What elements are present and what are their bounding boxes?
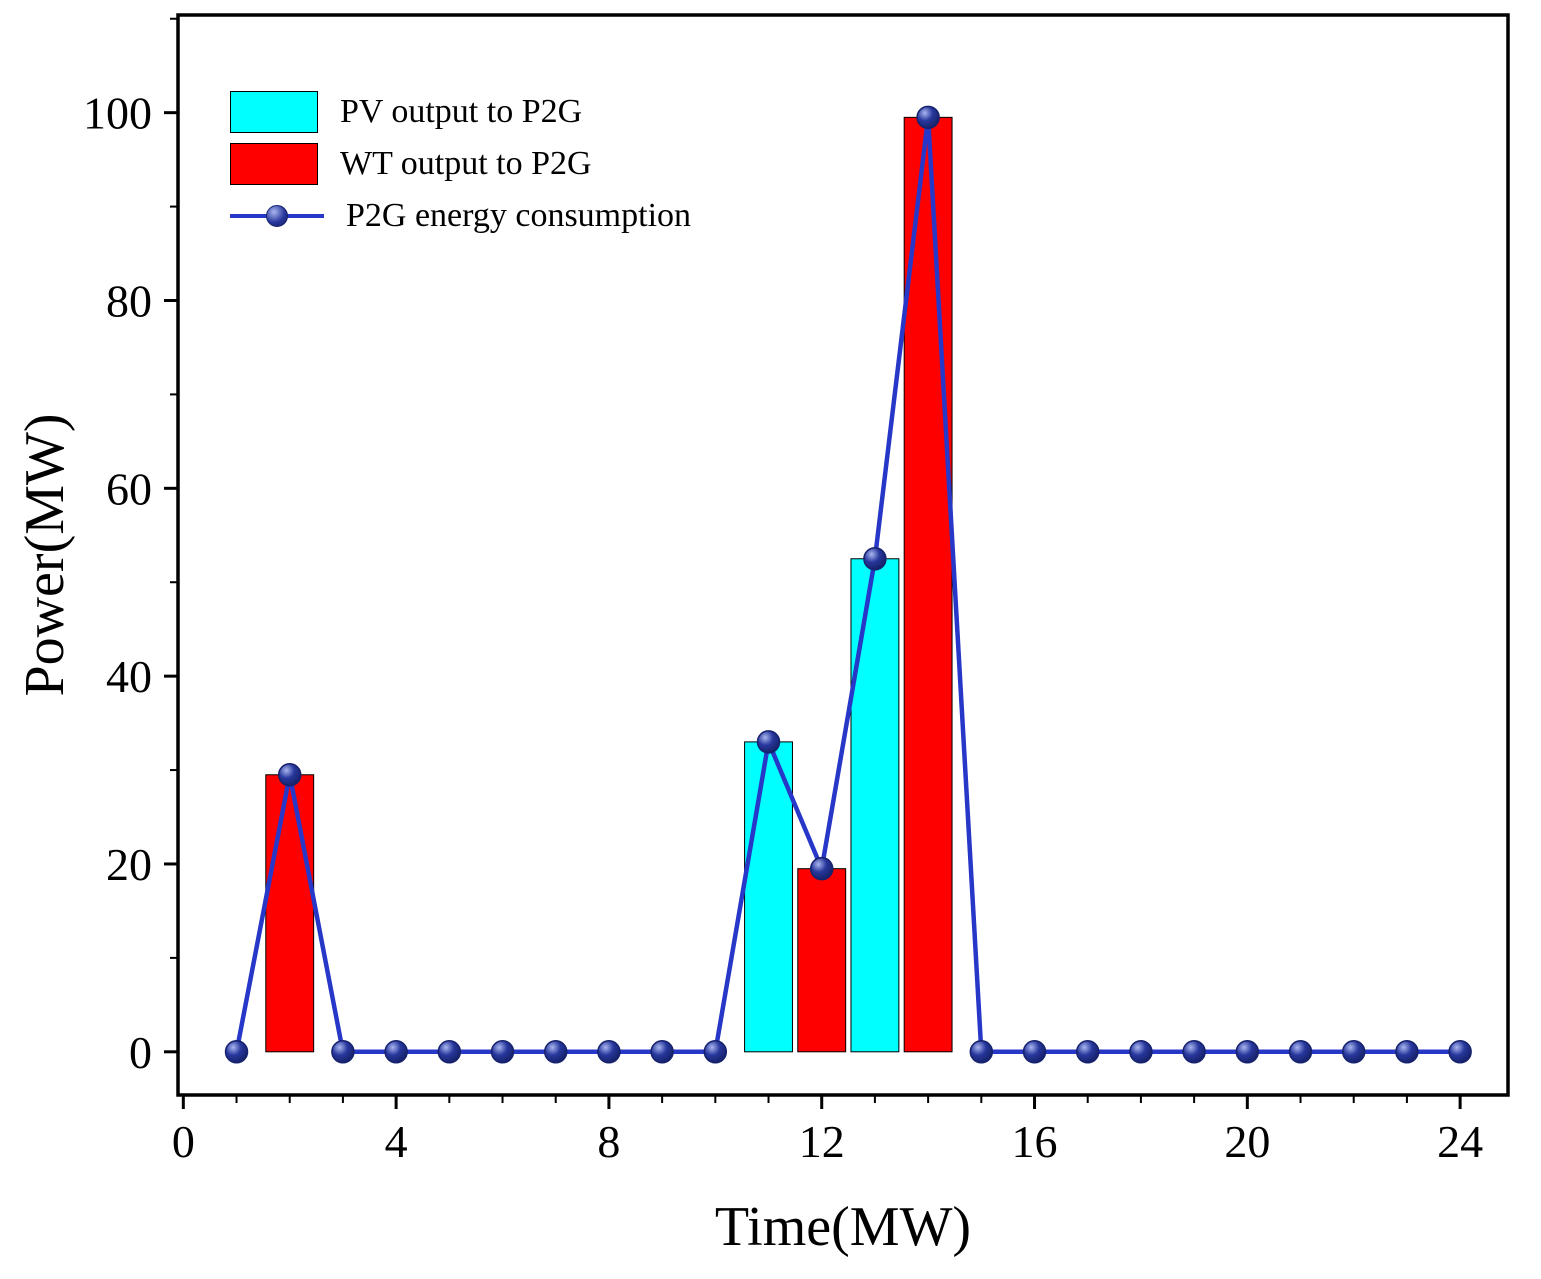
legend-item-wt: WT output to P2G [230, 138, 691, 190]
legend: PV output to P2G WT output to P2G P2G en… [230, 86, 691, 242]
p2g-marker-icon [266, 205, 288, 227]
legend-label-wt: WT output to P2G [340, 145, 592, 182]
svg-text:8: 8 [597, 1116, 620, 1167]
svg-text:0: 0 [129, 1027, 152, 1078]
svg-text:24: 24 [1437, 1116, 1483, 1167]
svg-text:100: 100 [83, 88, 152, 139]
legend-label-pv: PV output to P2G [340, 93, 583, 130]
svg-text:20: 20 [1224, 1116, 1270, 1167]
pv-color-swatch [230, 91, 318, 133]
wt-color-swatch [230, 143, 318, 185]
svg-text:80: 80 [106, 275, 152, 326]
legend-label-p2g: P2G energy consumption [346, 197, 692, 234]
legend-item-pv: PV output to P2G [230, 86, 691, 138]
x-axis-title: Time(MW) [714, 1196, 972, 1258]
svg-text:4: 4 [385, 1116, 408, 1167]
p2g-line-sample [230, 203, 324, 229]
legend-item-p2g: P2G energy consumption [230, 190, 691, 242]
y-axis-title: Power(MW) [14, 413, 76, 697]
svg-text:16: 16 [1012, 1116, 1058, 1167]
svg-text:40: 40 [106, 651, 152, 702]
svg-text:60: 60 [106, 463, 152, 514]
svg-text:0: 0 [172, 1116, 195, 1167]
svg-text:12: 12 [799, 1116, 845, 1167]
svg-text:20: 20 [106, 839, 152, 890]
